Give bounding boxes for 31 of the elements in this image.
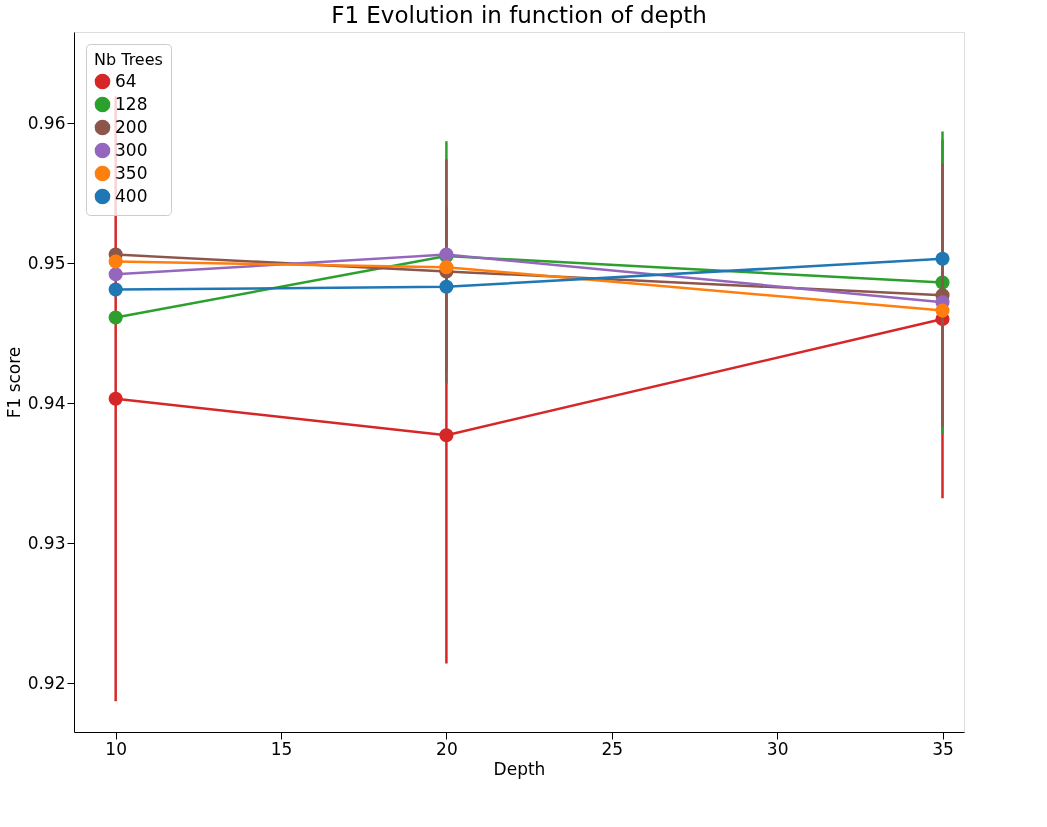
- legend-label: 350: [115, 162, 148, 183]
- point: [439, 279, 454, 294]
- legend-label: 400: [115, 185, 148, 206]
- legend-label: 64: [115, 70, 137, 91]
- point: [108, 282, 123, 297]
- point: [439, 260, 454, 275]
- point: [108, 267, 123, 282]
- legend-label: 300: [115, 139, 148, 160]
- point: [935, 251, 950, 266]
- y-tick-label: 0.96: [27, 112, 66, 133]
- y-tick-label: 0.92: [27, 672, 66, 693]
- x-tick-label: 35: [932, 738, 954, 759]
- x-tick-label: 30: [766, 738, 789, 759]
- legend-label: 200: [115, 116, 148, 137]
- x-tick-label: 15: [270, 738, 293, 759]
- legend-label: 128: [115, 93, 148, 114]
- point: [108, 310, 123, 325]
- x-tick-label: 20: [436, 738, 458, 759]
- x-tick-label: 10: [105, 738, 127, 759]
- point: [108, 391, 123, 406]
- y-tick-label: 0.93: [27, 532, 66, 553]
- chart-title: F1 Evolution in function of depth: [331, 2, 707, 28]
- point: [108, 254, 123, 269]
- point: [935, 303, 950, 318]
- y-tick-label: 0.94: [27, 392, 66, 413]
- point: [439, 428, 454, 443]
- legend-title: Nb Trees: [94, 50, 163, 69]
- y-axis-title: F1 score: [3, 346, 24, 419]
- x-axis-title: Depth: [493, 758, 546, 779]
- y-tick-label: 0.95: [27, 252, 66, 273]
- x-tick-label: 25: [601, 738, 624, 759]
